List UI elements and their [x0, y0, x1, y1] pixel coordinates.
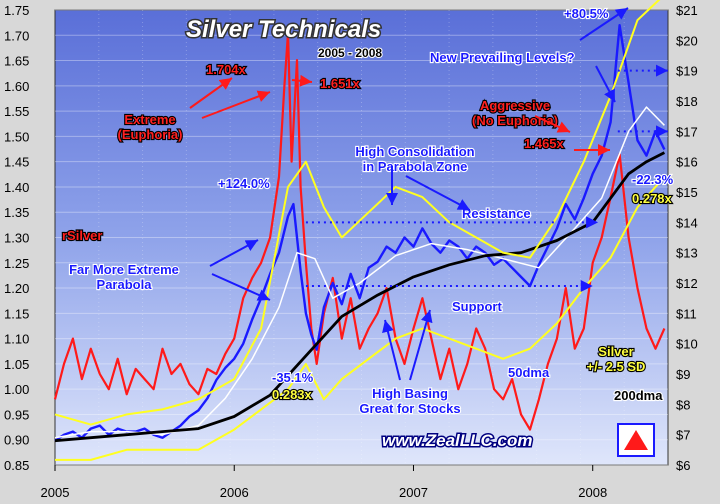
right-tick-label: $6 — [676, 458, 690, 473]
annotation-arrow — [209, 239, 259, 267]
left-tick-label: 1.15 — [4, 306, 29, 321]
annotation-arrow — [189, 77, 233, 109]
annotation-arrow — [534, 115, 571, 133]
series-line-lower-band — [55, 176, 666, 461]
annotation-aggressive: Aggressive (No Euphoria) — [472, 98, 558, 128]
annotation-0278x: 0.278x — [632, 191, 673, 206]
left-tick-label: 1.05 — [4, 357, 29, 372]
left-tick-label: 1.20 — [4, 281, 29, 296]
left-tick-label: 0.90 — [4, 433, 29, 448]
annotation-high-consolidation: High Consolidation in Parabola Zone — [355, 144, 474, 174]
annotation-minus-223: -22.3% — [632, 172, 674, 187]
annotation-plus-124: +124.0% — [218, 176, 270, 191]
left-tick-label: 0.95 — [4, 407, 29, 422]
zeal-logo-mark — [624, 430, 648, 450]
annotation-rsilver: rSilver — [62, 228, 102, 243]
annotation-1465x: 1.465x — [524, 136, 565, 151]
left-tick-label: 1.45 — [4, 155, 29, 170]
left-tick-label: 1.35 — [4, 205, 29, 220]
annotation-new-prevailing-levels: New Prevailing Levels? — [430, 50, 575, 65]
right-tick-label: $18 — [676, 94, 698, 109]
left-tick-label: 1.55 — [4, 104, 29, 119]
left-tick-label: 1.30 — [4, 231, 29, 246]
series-line-upper-band — [54, 0, 661, 426]
chart-subtitle: 2005 - 2008 — [318, 46, 382, 60]
annotation-arrow — [595, 65, 616, 103]
x-tick-label: 2006 — [220, 485, 249, 500]
right-tick-label: $21 — [676, 3, 698, 18]
right-tick-label: $9 — [676, 367, 690, 382]
annotation-plus-80: +80.5% — [564, 6, 609, 21]
series-line-silver — [54, 24, 666, 442]
left-tick-label: 1.25 — [4, 256, 29, 271]
left-tick-label: 1.50 — [4, 129, 29, 144]
annotation-silver-sd: Silver +/- 2.5 SD — [587, 344, 646, 374]
annotation-1651x: 1.651x — [320, 76, 361, 91]
annotation-support: Support — [452, 299, 502, 314]
annotation-arrow — [579, 7, 629, 41]
left-tick-label: 1.70 — [4, 28, 29, 43]
left-tick-label: 1.40 — [4, 180, 29, 195]
right-tick-label: $8 — [676, 397, 690, 412]
annotation-50dma: 50dma — [508, 365, 550, 380]
right-tick-label: $7 — [676, 428, 690, 443]
annotation-resistance: Resistance — [462, 206, 531, 221]
right-tick-label: $12 — [676, 276, 698, 291]
left-tick-label: 1.00 — [4, 382, 29, 397]
x-tick-label: 2007 — [399, 485, 428, 500]
right-tick-label: $19 — [676, 64, 698, 79]
annotation-url: www.ZealLLC.com — [382, 431, 533, 450]
annotation-arrow — [291, 74, 313, 87]
x-tick-label: 2005 — [41, 485, 70, 500]
annotation-extreme-euphoria: Extreme (Euphoria) — [118, 112, 183, 142]
left-tick-label: 1.10 — [4, 332, 29, 347]
annotation-1704x: 1.704x — [206, 62, 247, 77]
left-tick-label: 1.65 — [4, 54, 29, 69]
annotation-minus-351: -35.1% — [272, 370, 314, 385]
right-tick-label: $20 — [676, 33, 698, 48]
right-tick-label: $16 — [676, 155, 698, 170]
annotation-arrow — [211, 273, 271, 301]
annotation-high-basing: High Basing Great for Stocks — [359, 386, 460, 416]
annotation-200dma: 200dma — [614, 388, 663, 403]
right-tick-label: $11 — [676, 306, 697, 321]
x-tick-label: 2008 — [578, 485, 607, 500]
right-tick-label: $15 — [676, 185, 698, 200]
left-tick-label: 1.60 — [4, 79, 29, 94]
annotation-arrow — [405, 175, 471, 211]
left-tick-label: 0.85 — [4, 458, 29, 473]
left-tick-label: 1.75 — [4, 3, 29, 18]
chart-title: Silver Technicals — [186, 16, 381, 43]
right-tick-label: $14 — [676, 215, 698, 230]
annotation-0283x: 0.283x — [272, 387, 313, 402]
annotation-arrow — [409, 309, 433, 381]
right-tick-label: $13 — [676, 246, 698, 261]
annotation-arrow — [382, 319, 401, 381]
annotation-far-more-extreme: Far More Extreme Parabola — [69, 262, 179, 292]
right-tick-label: $10 — [676, 337, 698, 352]
series-line-rsilver — [53, 32, 666, 431]
annotation-arrow — [201, 90, 271, 119]
right-tick-label: $17 — [676, 124, 698, 139]
